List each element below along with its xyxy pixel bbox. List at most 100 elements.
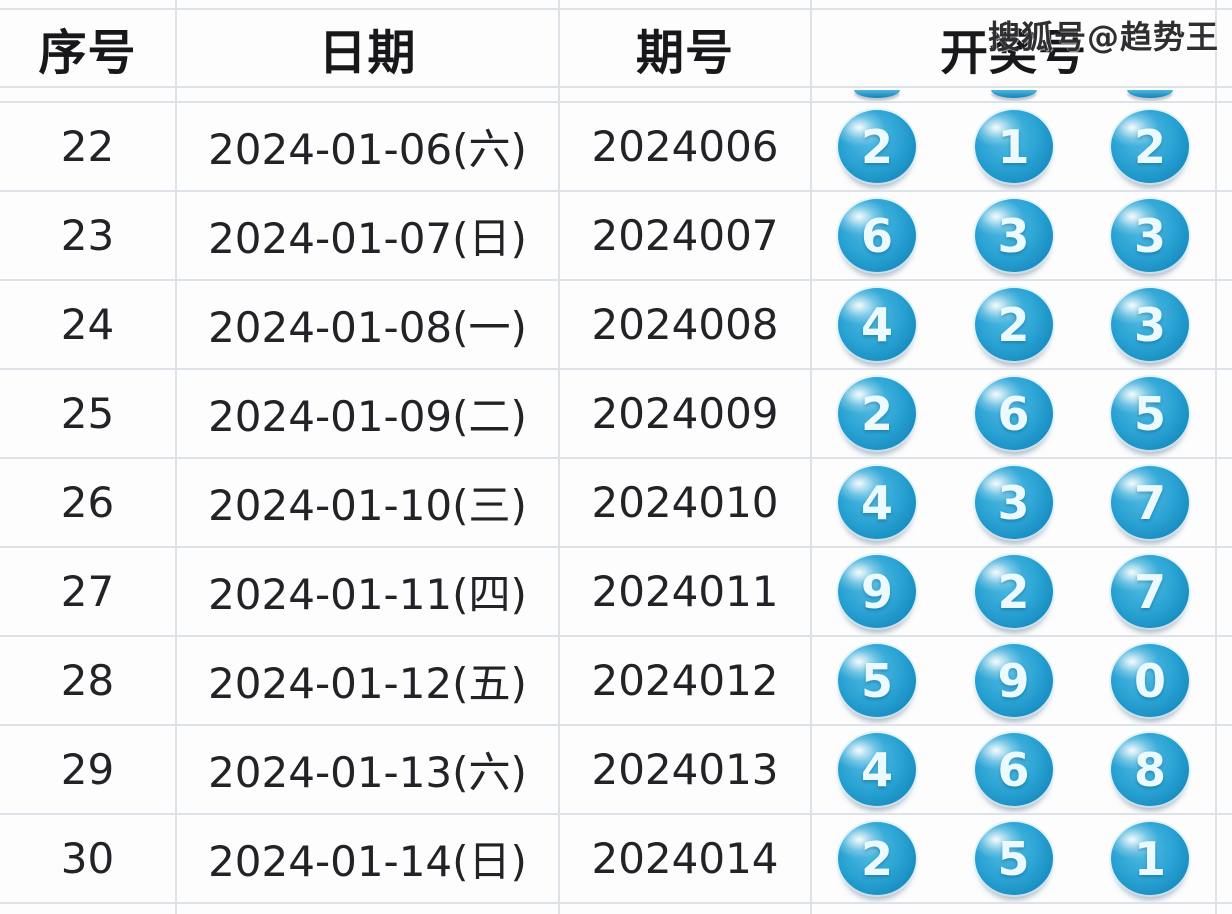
- row-spacer-cell: [1217, 726, 1232, 813]
- lottery-ball: 2: [838, 110, 916, 183]
- row-spacer-cell: [1217, 637, 1232, 724]
- date-cell: 2024-01-13(六): [177, 726, 558, 813]
- row-spacer-cell: [1217, 103, 1232, 190]
- partial-cell: [177, 904, 558, 914]
- table-row: 29 2024-01-13(六) 2024013 4 6 8: [0, 726, 1232, 813]
- lottery-ball: 3: [1111, 288, 1189, 361]
- date-cell: 2024-01-14(日): [177, 815, 558, 902]
- column-header-spacer: [1217, 10, 1232, 86]
- seq-cell: 28: [0, 637, 175, 724]
- row-spacer-cell: [1217, 459, 1232, 546]
- row-spacer-cell: [1217, 281, 1232, 368]
- table-row: 25 2024-01-09(二) 2024009 2 6 5: [0, 370, 1232, 457]
- lottery-ball: 3: [1111, 199, 1189, 272]
- partial-cell: [560, 88, 810, 101]
- date-cell: 2024-01-09(二): [177, 370, 558, 457]
- lottery-ball: 5: [974, 822, 1053, 895]
- table-row: 24 2024-01-08(一) 2024008 4 2 3: [0, 281, 1232, 368]
- lottery-ball: 5: [1111, 377, 1189, 450]
- lottery-ball: 5: [838, 644, 916, 717]
- date-cell: 2024-01-10(三): [177, 459, 558, 546]
- column-header-seq: 序号: [0, 10, 175, 86]
- top-edge-cell: [0, 0, 175, 8]
- top-edge-cell: [177, 0, 558, 8]
- partial-cell: [0, 904, 175, 914]
- table-header-row: 序号 日期 期号 开奖号: [0, 10, 1232, 86]
- partial-cell: [1217, 88, 1232, 101]
- partial-cell: [0, 88, 175, 101]
- seq-cell: 24: [0, 281, 175, 368]
- table-row: 23 2024-01-07(日) 2024007 6 3 3: [0, 192, 1232, 279]
- seq-cell: 27: [0, 548, 175, 635]
- lottery-ball: 7: [1111, 555, 1189, 628]
- partial-cell: [177, 88, 558, 101]
- table-row: 28 2024-01-12(五) 2024012 5 9 0: [0, 637, 1232, 724]
- seq-cell: 25: [0, 370, 175, 457]
- lottery-ball: 2: [838, 377, 916, 450]
- issue-cell: 2024010: [560, 459, 810, 546]
- seq-cell: 22: [0, 103, 175, 190]
- lottery-ball: 1: [1111, 822, 1189, 895]
- column-header-date: 日期: [177, 10, 558, 86]
- row-spacer-cell: [1217, 370, 1232, 457]
- lottery-ball: 0: [1111, 644, 1189, 717]
- lottery-ball: 3: [974, 199, 1053, 272]
- issue-cell: 2024006: [560, 103, 810, 190]
- lottery-ball: 8: [1111, 733, 1189, 806]
- ball-bottom-sliver-icon: [990, 90, 1037, 98]
- partial-cell: [812, 904, 1215, 914]
- date-cell: 2024-01-07(日): [177, 192, 558, 279]
- row-spacer-cell: [1217, 815, 1232, 902]
- lottery-ball: 9: [838, 555, 916, 628]
- date-cell: 2024-01-11(四): [177, 548, 558, 635]
- top-edge-cell: [812, 0, 1215, 8]
- date-cell: 2024-01-08(一): [177, 281, 558, 368]
- seq-cell: 26: [0, 459, 175, 546]
- issue-cell: 2024011: [560, 548, 810, 635]
- lottery-ball: 7: [1111, 466, 1189, 539]
- partial-row-top: [0, 88, 1232, 101]
- row-spacer-cell: [1217, 548, 1232, 635]
- lottery-ball: 2: [974, 555, 1053, 628]
- ball-bottom-sliver-icon: [854, 90, 900, 98]
- lottery-ball: 3: [974, 466, 1053, 539]
- partial-balls-cell: [812, 88, 1215, 101]
- issue-cell: 2024014: [560, 815, 810, 902]
- table-row: 26 2024-01-10(三) 2024010 4 3 7: [0, 459, 1232, 546]
- column-header-balls: 开奖号: [812, 10, 1215, 86]
- row-spacer-cell: [1217, 192, 1232, 279]
- lottery-ball: 4: [838, 466, 916, 539]
- date-cell: 2024-01-12(五): [177, 637, 558, 724]
- lottery-ball: 2: [974, 288, 1053, 361]
- table-row: 30 2024-01-14(日) 2024014 2 5 1: [0, 815, 1232, 902]
- seq-cell: 29: [0, 726, 175, 813]
- date-cell: 2024-01-06(六): [177, 103, 558, 190]
- lottery-ball: 2: [838, 822, 916, 895]
- column-header-issue: 期号: [560, 10, 810, 86]
- partial-row-bottom: [0, 904, 1232, 914]
- issue-cell: 2024013: [560, 726, 810, 813]
- top-edge-strip: [0, 0, 1232, 8]
- top-edge-cell: [1217, 0, 1232, 8]
- lottery-ball: 1: [974, 110, 1053, 183]
- partial-cell: [560, 904, 810, 914]
- lottery-ball: 2: [1111, 110, 1189, 183]
- table-row: 27 2024-01-11(四) 2024011 9 2 7: [0, 548, 1232, 635]
- issue-cell: 2024009: [560, 370, 810, 457]
- top-edge-cell: [560, 0, 810, 8]
- issue-cell: 2024012: [560, 637, 810, 724]
- issue-cell: 2024008: [560, 281, 810, 368]
- seq-cell: 23: [0, 192, 175, 279]
- issue-cell: 2024007: [560, 192, 810, 279]
